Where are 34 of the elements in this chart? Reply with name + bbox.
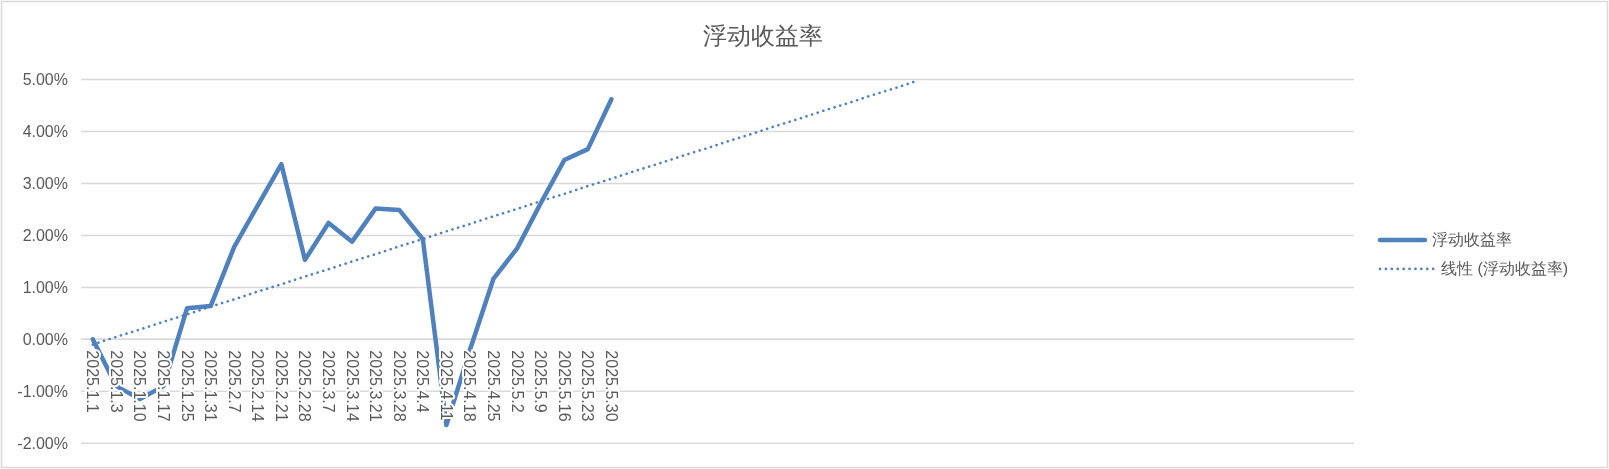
x-tick-label: 2025.2.7 bbox=[225, 350, 243, 413]
x-tick-label: 2025.2.28 bbox=[296, 350, 314, 422]
x-tick-label: 2025.3.21 bbox=[367, 350, 385, 422]
x-tick-label: 2025.4.4 bbox=[414, 350, 432, 413]
y-tick-label: 0.00% bbox=[22, 330, 68, 348]
x-tick-label: 2025.4.25 bbox=[485, 350, 503, 422]
y-tick-label: 4.00% bbox=[22, 122, 68, 140]
x-tick-label: 2025.1.17 bbox=[155, 350, 173, 422]
y-tick-label: -2.00% bbox=[17, 434, 68, 452]
y-tick-label: 1.00% bbox=[22, 278, 68, 296]
x-tick-label: 2025.3.7 bbox=[320, 350, 338, 413]
legend-label: 线性 (浮动收益率) bbox=[1441, 260, 1569, 278]
y-tick-label: 2.00% bbox=[22, 226, 68, 244]
x-tick-label: 2025.5.2 bbox=[508, 350, 526, 413]
x-tick-label: 2025.2.14 bbox=[249, 350, 267, 422]
x-tick-label: 2025.5.23 bbox=[579, 350, 597, 422]
x-tick-label: 2025.5.30 bbox=[602, 350, 620, 422]
chart-title: 浮动收益率 bbox=[702, 21, 823, 49]
x-tick-label: 2025.3.28 bbox=[390, 350, 408, 422]
x-tick-label: 2025.4.11 bbox=[437, 350, 455, 421]
legend-label: 浮动收益率 bbox=[1432, 231, 1512, 249]
x-tick-label: 2025.5.9 bbox=[532, 350, 550, 413]
y-tick-label: 5.00% bbox=[22, 71, 68, 88]
x-tick-label: 2025.1.10 bbox=[131, 350, 149, 422]
x-tick-label: 2025.4.18 bbox=[461, 350, 479, 422]
x-tick-label: 2025.1.25 bbox=[178, 350, 196, 422]
x-tick-label: 2025.1.31 bbox=[202, 350, 220, 422]
x-tick-label: 2025.5.16 bbox=[555, 350, 573, 422]
x-tick-label: 2025.2.21 bbox=[272, 350, 290, 422]
x-tick-label: 2025.1.1 bbox=[84, 350, 102, 413]
y-tick-label: -1.00% bbox=[17, 382, 68, 400]
x-tick-label: 2025.1.3 bbox=[107, 350, 125, 413]
y-tick-label: 3.00% bbox=[22, 174, 68, 192]
x-tick-label: 2025.3.14 bbox=[343, 350, 361, 422]
